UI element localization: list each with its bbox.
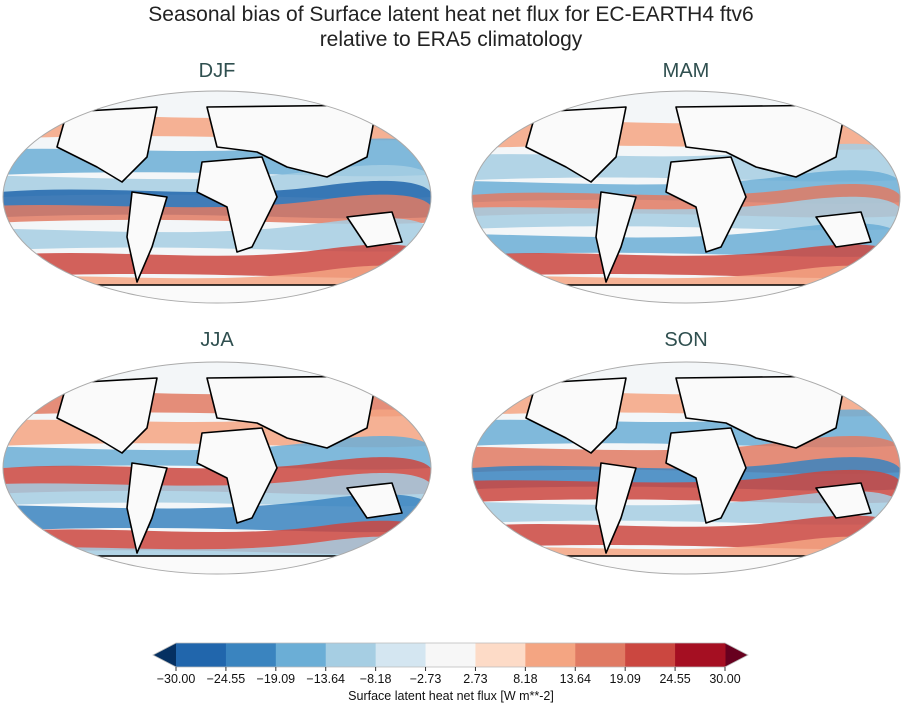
coastline	[196, 156, 278, 253]
title-line-2: relative to ERA5 climatology	[319, 28, 583, 51]
panel-title-mam: MAM	[662, 60, 710, 82]
colorbar-tick-label: 19.09	[609, 672, 641, 686]
colorbar-segment	[675, 643, 726, 667]
coastline	[595, 462, 637, 554]
colorbar-tick-label: 30.00	[709, 672, 741, 686]
map-panel-mam	[471, 90, 901, 304]
colorbar-tick-label: 8.18	[513, 672, 538, 686]
coastline	[76, 555, 358, 574]
coastline	[665, 427, 747, 524]
bias-band	[3, 217, 431, 252]
map-border	[2, 90, 432, 304]
bias-band	[472, 491, 900, 525]
coastline	[196, 427, 278, 524]
colorbar-segment	[325, 643, 377, 667]
colorbar-tick-label: −2.73	[409, 672, 442, 686]
coastline	[665, 156, 747, 253]
colorbar-label: Surface latent heat net flux [W m**-2]	[348, 689, 554, 703]
colorbar-segment	[176, 643, 227, 667]
coastline	[56, 377, 158, 454]
colorbar-tick-label: −13.64	[306, 672, 346, 686]
colorbar-tick-label: 13.64	[559, 672, 591, 686]
bias-band	[3, 473, 431, 507]
coastline	[126, 462, 168, 554]
bias-band	[472, 515, 900, 550]
colorbar-segment	[225, 643, 277, 667]
colorbar-tick-label: −30.00	[156, 672, 196, 686]
figure-title: Seasonal bias of Surface latent heat net…	[0, 2, 902, 52]
colorbar-tick-label: −19.09	[256, 672, 296, 686]
coastline	[545, 284, 827, 303]
colorbar-segment	[425, 643, 476, 667]
colorbar-tick-label: 2.73	[463, 672, 488, 686]
coastline	[525, 377, 627, 454]
map-panel-jja	[2, 361, 432, 575]
title-line-1: Seasonal bias of Surface latent heat net…	[148, 3, 754, 26]
map-panel-djf	[2, 90, 432, 304]
coastline	[545, 555, 827, 574]
panel-title-djf: DJF	[198, 60, 236, 82]
panel-title-jja: JJA	[200, 329, 234, 351]
colorbar-segment	[525, 643, 576, 667]
coastline	[525, 106, 627, 183]
bias-band	[472, 223, 900, 257]
colorbar-under-arrow	[153, 643, 176, 667]
coastline	[56, 106, 158, 183]
colorbar	[152, 642, 749, 671]
colorbar-segment	[625, 643, 676, 667]
bias-band	[3, 244, 431, 279]
bias-band	[472, 196, 900, 231]
map-border	[471, 90, 901, 304]
colorbar-tick-label: −24.55	[206, 672, 246, 686]
colorbar-segment	[575, 643, 626, 667]
bias-band	[472, 244, 900, 279]
colorbar-over-arrow	[725, 643, 748, 667]
coastline	[76, 284, 358, 303]
coastline	[346, 211, 403, 248]
colorbar-segment	[275, 643, 327, 667]
coastline	[595, 191, 637, 283]
colorbar-tick-label: 24.55	[659, 672, 691, 686]
bias-band	[472, 469, 900, 504]
map-border	[471, 361, 901, 575]
coastline	[346, 482, 403, 519]
colorbar-tick-label: −8.18	[359, 672, 392, 686]
coastline	[815, 211, 872, 248]
panel-title-son: SON	[664, 329, 708, 351]
coastline	[815, 482, 872, 519]
coastline	[126, 191, 168, 283]
map-panel-son	[471, 361, 901, 575]
bias-band	[3, 194, 431, 224]
colorbar-segment	[375, 643, 427, 667]
colorbar-segment	[475, 643, 526, 667]
bias-band	[3, 494, 431, 533]
map-border	[2, 361, 432, 575]
